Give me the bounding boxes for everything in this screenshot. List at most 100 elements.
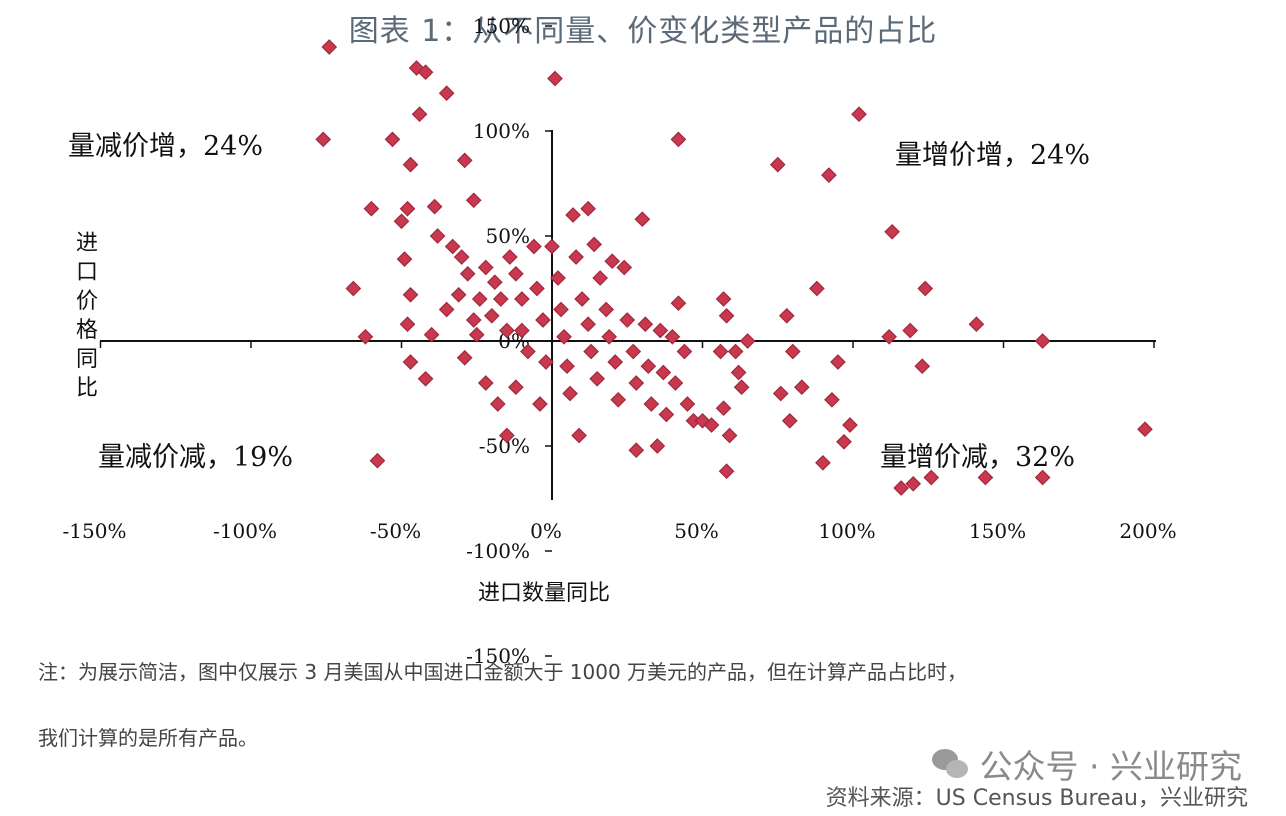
data-point: [514, 291, 530, 307]
data-point: [628, 375, 645, 391]
quadrant-label-bottom-right: 量增价减，32%: [880, 442, 1075, 473]
data-point: [730, 364, 747, 381]
y-axis-label: 进口价格同比: [76, 231, 98, 401]
data-point: [977, 469, 994, 486]
data-point: [399, 200, 416, 217]
data-point: [520, 343, 536, 360]
data-point: [604, 253, 621, 270]
y-tick-label: 150%: [473, 14, 530, 38]
data-point: [881, 328, 897, 345]
data-point: [468, 326, 485, 343]
data-point: [842, 417, 858, 433]
x-tick-label: 100%: [818, 519, 875, 543]
x-tick-label: 150%: [969, 519, 1026, 543]
data-point: [905, 475, 922, 492]
data-point: [784, 343, 801, 360]
data-point: [619, 312, 636, 328]
data-point: [712, 343, 729, 360]
data-point: [652, 322, 669, 339]
data-point: [357, 328, 374, 345]
data-point: [658, 406, 675, 423]
data-point: [514, 322, 530, 339]
data-point: [625, 343, 642, 360]
data-point: [396, 251, 413, 267]
data-point: [893, 480, 910, 496]
data-point: [902, 322, 919, 339]
data-point: [384, 131, 401, 148]
data-point: [502, 249, 518, 265]
data-point: [809, 280, 825, 297]
watermark-text: 公众号 · 兴业研究: [979, 747, 1242, 786]
footnote-line-1: 注：为展示简洁，图中仅展示 3 月美国从中国进口金额大于 1000 万美元的产品…: [38, 660, 968, 684]
data-points: [315, 39, 1153, 496]
data-point: [429, 228, 446, 244]
data-point: [824, 391, 840, 408]
data-point: [664, 328, 681, 345]
data-point: [718, 463, 735, 480]
data-point: [721, 427, 738, 444]
data-point: [628, 442, 645, 459]
axes: [99, 25, 1156, 657]
data-point: [610, 391, 627, 408]
x-tick-label: 200%: [1119, 519, 1176, 543]
data-point: [1034, 333, 1051, 349]
data-point: [914, 358, 931, 375]
data-point: [423, 326, 440, 343]
data-point: [477, 375, 494, 391]
data-point: [568, 249, 584, 265]
data-point: [670, 295, 687, 312]
data-point: [438, 301, 455, 318]
y-tick-label: 100%: [473, 119, 530, 143]
data-point: [718, 307, 735, 324]
data-point: [676, 343, 693, 360]
source-note: 资料来源：US Census Bureau，兴业研究: [825, 786, 1248, 811]
data-point: [499, 427, 515, 444]
data-point: [550, 270, 566, 286]
data-point: [417, 370, 434, 387]
data-point: [884, 223, 900, 240]
data-point: [402, 156, 419, 173]
data-point: [492, 291, 509, 307]
data-point: [917, 280, 934, 297]
data-point: [489, 396, 506, 412]
data-point: [640, 358, 657, 375]
x-axis-label: 进口数量同比: [478, 581, 610, 606]
chart-title: 图表 1：从不同量、价变化类型产品的占比: [348, 14, 938, 49]
data-point: [450, 286, 467, 303]
data-point: [670, 131, 687, 148]
data-point: [453, 249, 470, 265]
data-point: [793, 379, 810, 396]
data-point: [369, 452, 386, 469]
quadrant-label-bottom-left: 量减价减，19%: [98, 442, 293, 473]
data-point: [1137, 421, 1153, 438]
data-point: [411, 106, 428, 123]
y-tick-label: -100%: [466, 539, 530, 563]
data-point: [851, 106, 867, 123]
data-point: [483, 307, 500, 324]
x-tick-label: -50%: [370, 519, 421, 543]
data-point: [559, 358, 575, 375]
data-point: [580, 316, 596, 333]
data-point: [772, 385, 789, 402]
data-point: [769, 156, 786, 173]
data-point: [529, 280, 545, 297]
data-point: [580, 200, 596, 217]
x-tick-label: -150%: [63, 519, 127, 543]
data-point: [544, 238, 560, 255]
data-point: [601, 328, 618, 345]
wechat-icon: [931, 749, 970, 779]
data-point: [637, 316, 654, 333]
quadrant-label-top-left: 量减价增，24%: [68, 131, 263, 162]
data-point: [321, 39, 338, 55]
data-point: [477, 259, 494, 276]
data-point: [538, 354, 554, 370]
data-point: [703, 417, 720, 433]
data-point: [655, 364, 672, 381]
data-point: [402, 354, 419, 370]
data-point: [715, 400, 732, 417]
data-point: [1034, 469, 1051, 486]
data-point: [571, 427, 587, 444]
tick-labels: -150%-100%-50%0%50%100%150%200%200%150%1…: [63, 14, 1177, 668]
data-point: [315, 131, 332, 148]
data-point: [830, 354, 846, 370]
